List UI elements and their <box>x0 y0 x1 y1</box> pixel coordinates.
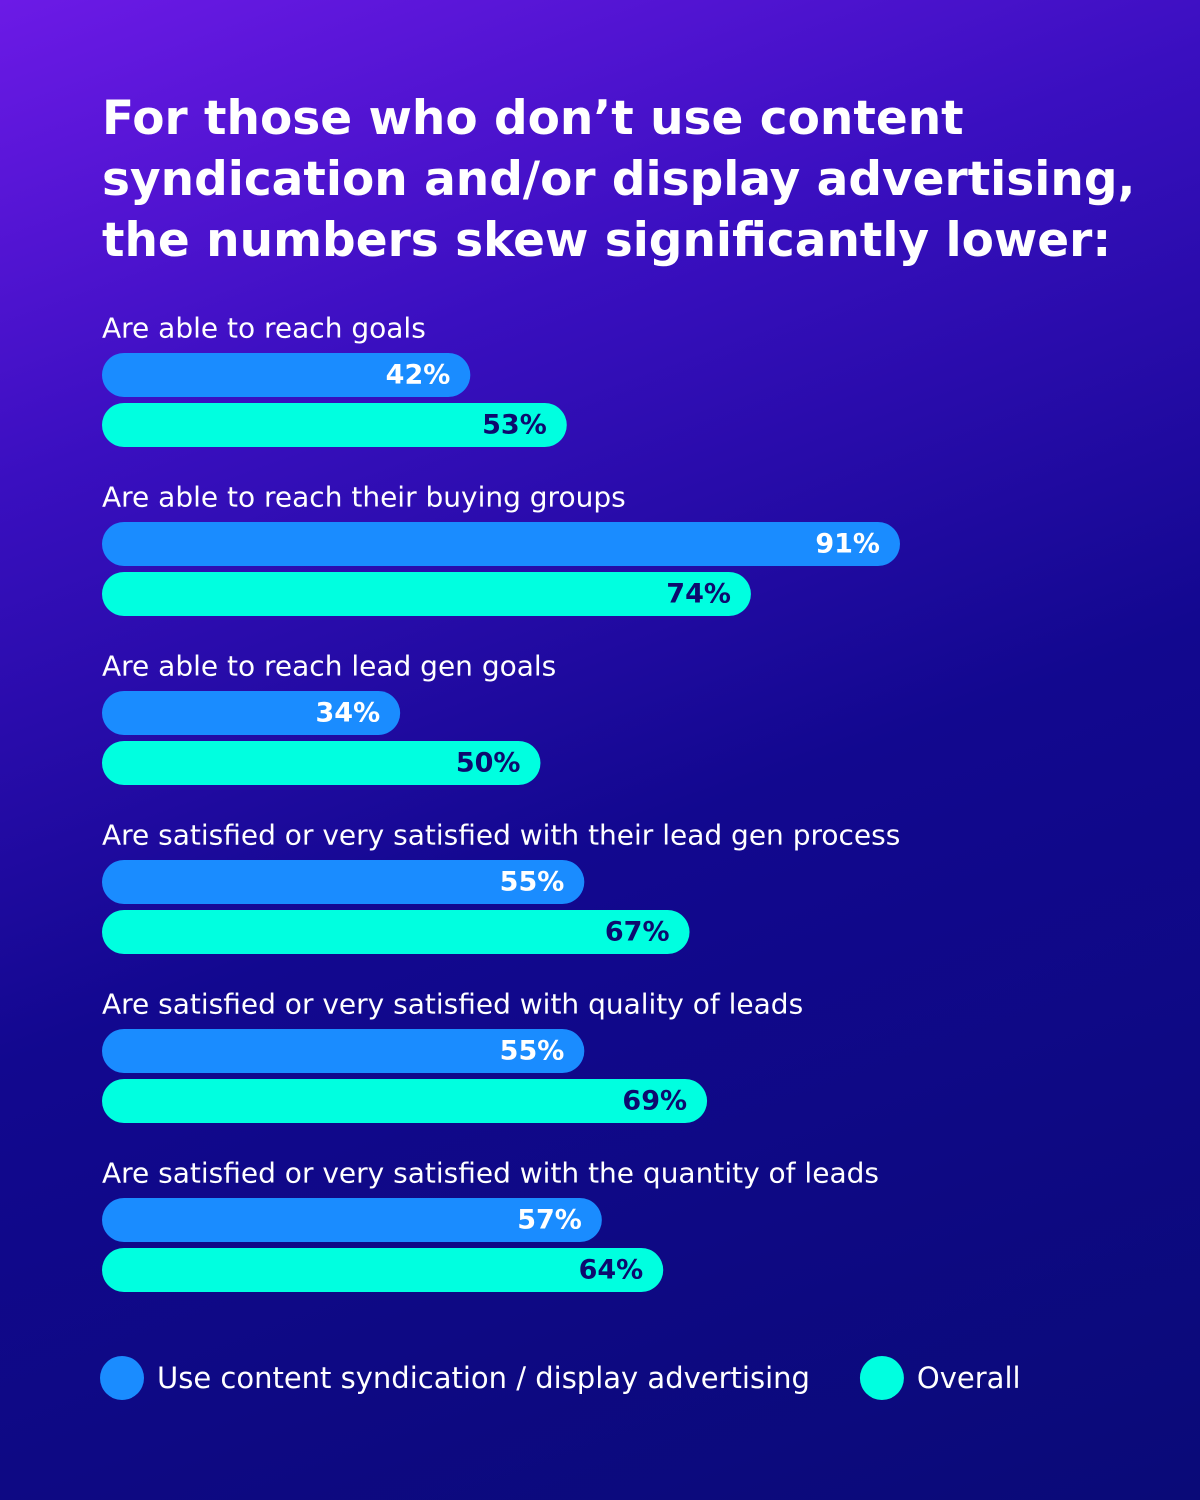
legend-label: Use content syndication / display advert… <box>157 1361 810 1395</box>
bar <box>102 691 401 735</box>
category-label: Are able to reach goals <box>102 312 426 345</box>
bar <box>102 910 690 954</box>
bar <box>102 1248 664 1292</box>
category-label: Are able to reach lead gen goals <box>102 650 556 683</box>
value-label: 55% <box>500 1036 565 1067</box>
bar <box>102 1198 602 1242</box>
value-label: 55% <box>500 867 565 898</box>
category-label: Are satisfied or very satisfied with the… <box>102 819 900 852</box>
bar <box>102 572 751 616</box>
category-label: Are satisfied or very satisfied with the… <box>102 1157 879 1190</box>
value-label: 42% <box>386 360 451 391</box>
value-label: 91% <box>815 529 880 560</box>
bar <box>102 522 900 566</box>
value-label: 34% <box>316 698 381 729</box>
category-label: Are able to reach their buying groups <box>102 481 626 514</box>
value-label: 64% <box>579 1255 644 1286</box>
legend-marker <box>859 1356 904 1400</box>
bar <box>102 860 585 904</box>
value-label: 50% <box>456 748 521 779</box>
value-label: 57% <box>517 1205 582 1236</box>
value-label: 69% <box>622 1086 687 1117</box>
value-label: 53% <box>482 410 547 441</box>
value-label: 67% <box>605 917 670 948</box>
bar <box>102 741 541 785</box>
bar <box>102 403 567 447</box>
legend-label: Overall <box>917 1361 1021 1395</box>
value-label: 74% <box>666 579 731 610</box>
bar <box>102 1029 585 1073</box>
legend-marker <box>100 1356 144 1400</box>
bar <box>102 353 471 397</box>
bar <box>102 1079 708 1123</box>
chart-title: For those who don’t use content syndicat… <box>102 91 1136 268</box>
category-label: Are satisfied or very satisfied with qua… <box>102 988 803 1021</box>
